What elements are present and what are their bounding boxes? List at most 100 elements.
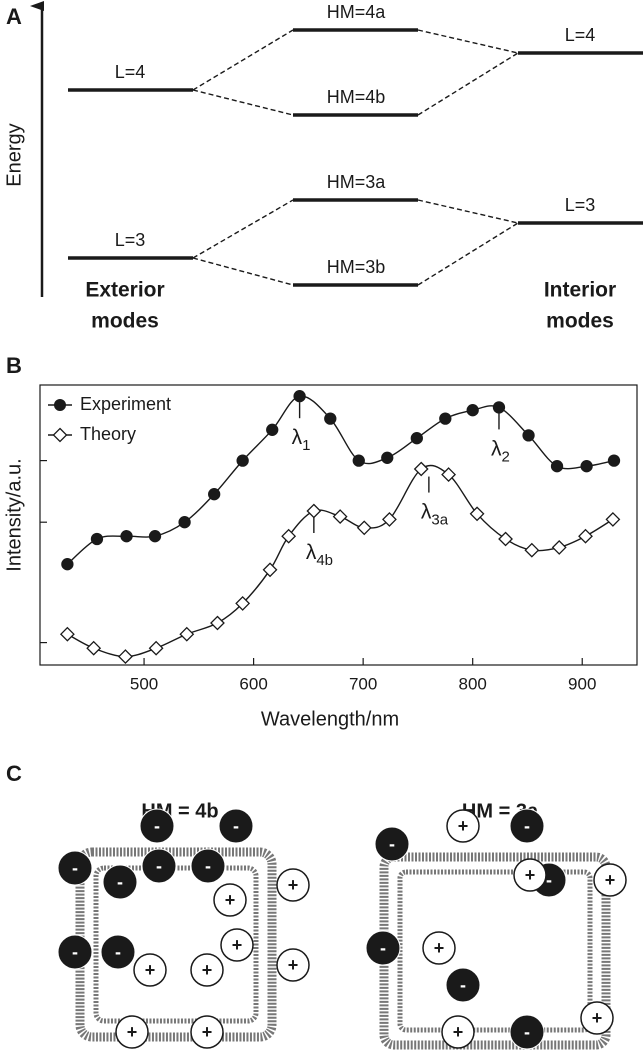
x-tick-label: 700 [349, 674, 377, 693]
charge-sign: + [525, 865, 536, 885]
point [441, 467, 457, 483]
annotation-subscript: 4b [316, 552, 333, 569]
negative-charge [509, 808, 545, 844]
annotation: λ2 [491, 437, 510, 465]
annotation-subscript: 3a [431, 512, 448, 529]
x-tick-label: 800 [459, 674, 487, 693]
charge-sign: + [202, 1022, 213, 1042]
caption: Interior [544, 279, 616, 302]
point [210, 615, 225, 631]
panel-b: B Intensity/a.u. Wavelength/nm 500 600 700… [3, 353, 638, 730]
point [580, 460, 593, 473]
point [439, 412, 452, 425]
x-tick-label: 900 [568, 674, 596, 693]
point [293, 390, 306, 403]
charge-sign: + [145, 960, 156, 980]
legend-label: Theory [80, 424, 136, 444]
point [208, 488, 221, 501]
charge-sign: + [434, 938, 445, 958]
positive-charge [580, 1001, 614, 1035]
charge-sign: - [115, 942, 121, 962]
negative-charge [445, 967, 481, 1003]
level-label: HM=3b [327, 257, 386, 277]
point [524, 542, 540, 558]
point [551, 539, 567, 555]
charge-sign: - [389, 834, 395, 854]
charge-sign: - [72, 942, 78, 962]
series-line [66, 395, 615, 565]
charge-sign: + [458, 816, 469, 836]
point [120, 530, 133, 543]
positive-charge [190, 953, 224, 987]
negative-charge [141, 848, 177, 884]
positive-charge [276, 868, 310, 902]
connectors [192, 29, 519, 286]
point [469, 506, 485, 522]
point [332, 509, 348, 525]
charge-sign: - [205, 856, 211, 876]
legend-marker [54, 399, 66, 411]
charge-sign: + [453, 1022, 464, 1042]
charge-sign: - [380, 938, 386, 958]
point [498, 531, 513, 547]
positive-charge [441, 1015, 475, 1049]
point [352, 454, 365, 467]
charge-sign: + [127, 1022, 138, 1042]
annotation: λ3a [421, 500, 449, 528]
negative-charge [190, 848, 226, 884]
level-label: HM=4b [327, 87, 386, 107]
caption: Exterior [85, 279, 164, 302]
negative-charge [374, 826, 410, 862]
negative-charge [57, 850, 93, 886]
charge-sign: - [546, 870, 552, 890]
panel-letter: A [6, 4, 22, 29]
level-label: L=3 [115, 230, 146, 250]
point [410, 432, 423, 445]
point [179, 626, 195, 642]
point [90, 532, 104, 546]
caption: modes [91, 310, 159, 333]
charge-sign: - [460, 975, 466, 995]
plot-frame [39, 384, 638, 666]
annotation: λ1 [292, 426, 311, 454]
charge-sign: - [524, 816, 530, 836]
positive-charge [446, 809, 480, 843]
annotation-subscript: 1 [302, 437, 310, 454]
charge-sign: - [524, 1022, 530, 1042]
legend-marker [52, 427, 68, 443]
annotation-symbol: λ [421, 500, 432, 523]
negative-charge [509, 1014, 545, 1050]
annotation-symbol: λ [292, 426, 303, 449]
point [324, 412, 337, 425]
level-label: L=4 [115, 62, 146, 82]
negative-charge [365, 930, 401, 966]
point [356, 520, 372, 536]
charge-sign: + [288, 875, 299, 895]
point [148, 640, 164, 656]
negative-charge [218, 808, 254, 844]
point [605, 511, 621, 527]
charge-sign: - [233, 816, 239, 836]
level-label: L=3 [565, 195, 596, 215]
negative-charge [100, 934, 136, 970]
positive-charge [513, 858, 547, 892]
charge-sign: + [232, 935, 243, 955]
point [578, 528, 593, 544]
point [148, 530, 162, 543]
point [266, 423, 279, 436]
annotation-symbol: λ [491, 437, 502, 460]
point [59, 626, 75, 642]
series-line [67, 464, 614, 658]
point [550, 460, 564, 473]
level-label: L=4 [565, 25, 596, 45]
point [522, 429, 535, 442]
panel-letter: B [6, 353, 22, 378]
level-label: HM=4a [327, 2, 387, 22]
point [61, 558, 74, 571]
panel-c: C HM = 4b HM = 3a - ---- -- -------++++ + ++ +… [6, 761, 627, 1050]
negative-charge [57, 934, 93, 970]
caption: modes [546, 310, 614, 333]
positive-charge [190, 1015, 224, 1049]
point [281, 528, 297, 544]
